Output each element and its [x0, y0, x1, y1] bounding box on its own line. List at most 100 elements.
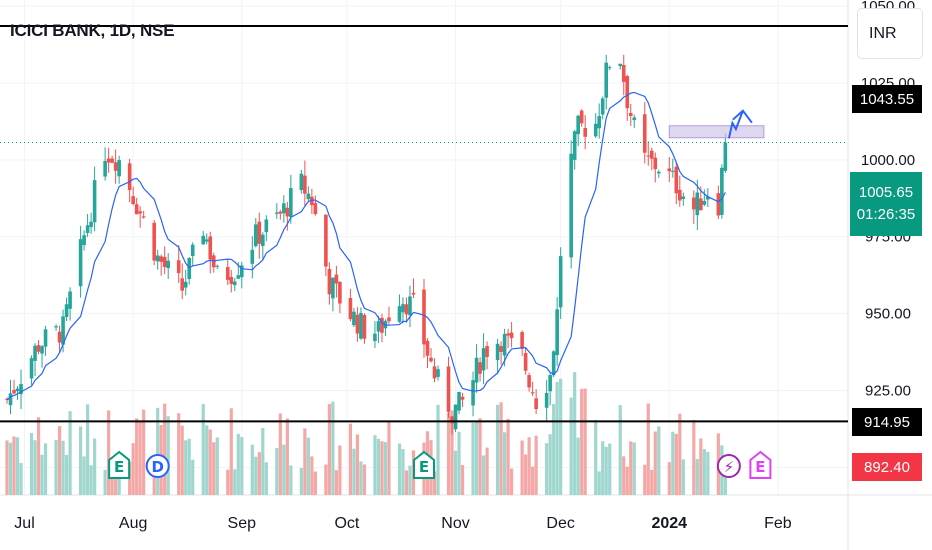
marker-outline [108, 450, 131, 479]
last-price-tag: 1005.65 01:26:35 [850, 172, 922, 236]
volume-bar [401, 449, 405, 495]
volume-bar [89, 465, 93, 495]
candle-body [702, 200, 707, 205]
candle-body [432, 366, 437, 379]
volume-bar [278, 413, 282, 495]
volume-bar [555, 381, 559, 495]
candle-body [436, 369, 440, 377]
volume-bar [625, 466, 629, 495]
volume-bar [29, 432, 34, 495]
candle-body [103, 161, 107, 177]
candle-body [716, 193, 721, 216]
volume-bar [43, 443, 48, 495]
volume-bar [229, 408, 233, 495]
volume-bar [534, 435, 538, 495]
candle-body [348, 297, 353, 320]
volume-bar [569, 397, 573, 495]
volume-bar [327, 404, 331, 495]
candle-body [33, 345, 37, 361]
volume-bar [64, 454, 69, 495]
candle-body [607, 67, 612, 69]
candle-body [334, 274, 339, 284]
candle-body [678, 189, 682, 201]
marker-letter: D [151, 458, 163, 476]
candle-body [159, 256, 163, 262]
volume-bar [653, 431, 657, 495]
volume-bar [19, 463, 23, 495]
volume-bar [275, 447, 279, 495]
volume-bar [142, 409, 146, 495]
candle-body [289, 188, 293, 218]
candle-body [187, 257, 192, 280]
candle-body [555, 309, 559, 356]
candle-body [695, 192, 700, 216]
volume-bar [348, 423, 353, 495]
candle-body [362, 314, 367, 339]
volume-bar [450, 410, 454, 495]
candle-body [380, 317, 384, 333]
volume-bar [226, 469, 230, 495]
candle-body [656, 171, 661, 174]
candle-body [110, 158, 114, 163]
x-tick-label: Aug [119, 515, 147, 532]
volume-bar [138, 421, 142, 495]
candle-body [166, 260, 170, 269]
chart-title: ICICI BANK, 1D, NSE [10, 21, 175, 40]
candle-body [681, 196, 686, 199]
volume-bar [453, 450, 458, 495]
y-tick-label: 925.00 [865, 382, 911, 399]
candle-body [232, 281, 237, 286]
candle-body [670, 170, 675, 172]
volume-bar [212, 442, 216, 495]
candle-body [450, 416, 454, 424]
candle-body [89, 221, 93, 228]
volume-bar [622, 456, 626, 495]
candle-body [215, 265, 220, 267]
candle-body [313, 203, 318, 215]
candle-body [558, 256, 563, 308]
volume-bar [681, 459, 685, 495]
candle-body [264, 219, 269, 233]
volume-bar [208, 429, 212, 495]
marker-outline [413, 450, 435, 479]
candle-body [530, 392, 535, 394]
candle-body [208, 236, 213, 260]
currency-selector[interactable]: INR [857, 8, 923, 59]
volume-bar [250, 444, 254, 495]
volume-bar [163, 403, 167, 495]
candle-body [604, 62, 609, 98]
candle-body [134, 204, 139, 215]
volume-bar [478, 418, 482, 495]
volume-bar [233, 469, 237, 495]
volume-bar [187, 438, 191, 495]
volume-bar [306, 437, 310, 495]
candle-body [324, 214, 328, 267]
candle-body [68, 291, 72, 309]
candle-body [250, 249, 255, 264]
candle-body [190, 244, 195, 256]
volume-bar [481, 455, 486, 495]
volume-bar [524, 454, 528, 495]
candle-body [229, 276, 234, 284]
volume-bar [299, 467, 303, 495]
volume-bar [254, 456, 258, 495]
volume-bar [573, 372, 577, 495]
volume-bar [657, 426, 661, 495]
ma-line [6, 91, 726, 401]
volume-bar [40, 454, 44, 495]
candle-body [544, 392, 549, 408]
candle-body [257, 221, 262, 244]
candle-body [355, 314, 360, 334]
candle-body [506, 333, 510, 336]
candle-body [387, 317, 391, 322]
candle-body [338, 282, 342, 304]
volume-bar [110, 465, 114, 495]
candle-body [183, 281, 188, 288]
candle-body [576, 115, 580, 135]
candle-body [453, 404, 458, 430]
candle-body [632, 117, 637, 121]
x-tick-label: Jul [14, 515, 34, 532]
candle-body [706, 196, 710, 200]
volume-bar [352, 448, 356, 495]
